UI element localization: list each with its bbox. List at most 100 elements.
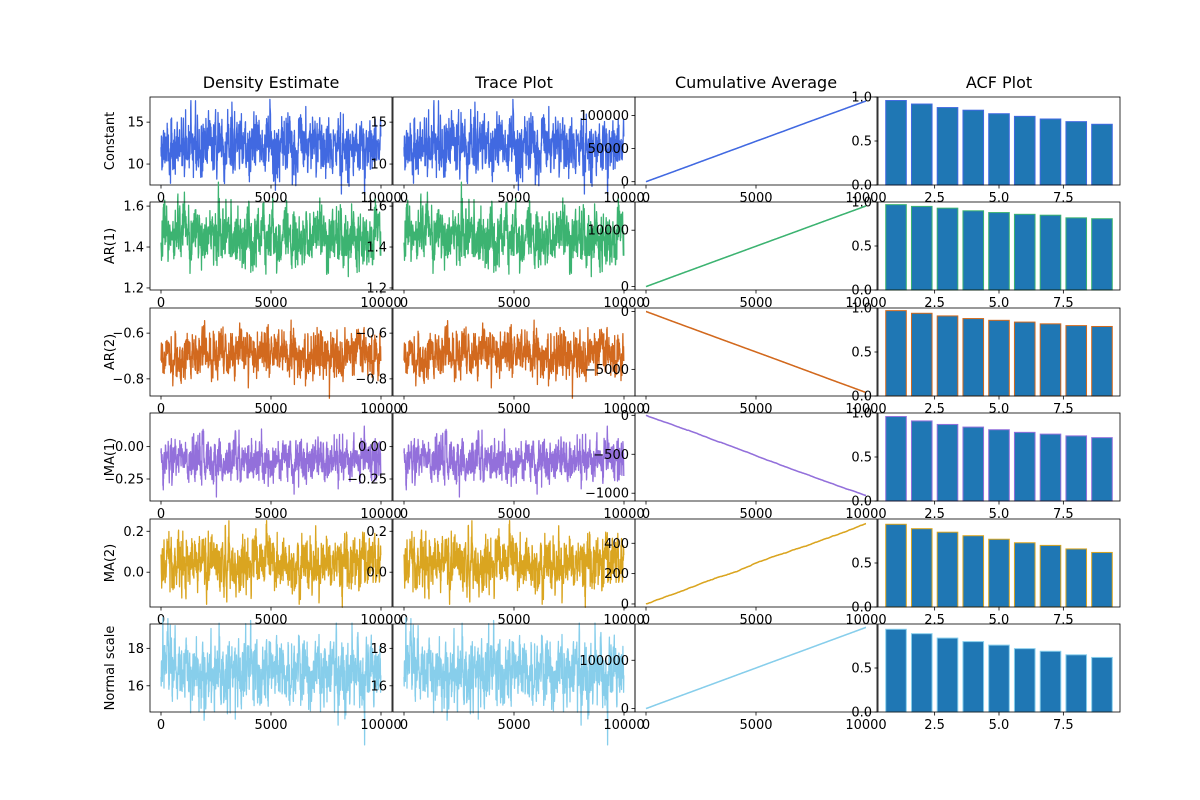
y-tick-label: −0.6 [355, 327, 387, 342]
y-tick-label: 50000 [588, 142, 629, 157]
x-tick-label: 0 [642, 613, 650, 628]
density-estimate-axes: 0 5000 10000 16 18 [127, 616, 402, 746]
trace-plot-axes: 0 5000 10000 16 18 [370, 616, 645, 746]
trace-line [403, 319, 625, 399]
x-tick-label: 10000 [603, 718, 644, 733]
row-label: Normal scale [103, 626, 118, 711]
x-tick-label: 0 [157, 718, 165, 733]
x-tick-label: 5000 [739, 613, 772, 628]
x-tick-label: 0 [642, 718, 650, 733]
y-tick-label: −1000 [585, 487, 629, 502]
x-tick-label: 0 [642, 507, 650, 522]
x-tick-label: 0 [157, 296, 165, 311]
x-tick-label: 10000 [360, 718, 401, 733]
x-tick-label: 7.5 [1053, 296, 1074, 311]
y-tick-label: 0 [621, 280, 629, 295]
acf-bar [936, 637, 959, 713]
acf-bar [1091, 123, 1113, 186]
x-tick-label: 5000 [739, 296, 772, 311]
y-tick-label: 1.6 [123, 200, 144, 215]
acf-bar [1013, 213, 1036, 291]
x-tick-label: 5000 [497, 718, 530, 733]
trace-line [160, 98, 382, 196]
y-tick-label: 10 [127, 158, 144, 173]
x-tick-label: 5000 [254, 613, 287, 628]
x-tick-label: 0 [642, 191, 650, 206]
x-tick-label: 0 [157, 191, 165, 206]
x-tick-label: 10000 [845, 296, 886, 311]
acf-bar [1013, 115, 1036, 186]
x-tick-label: 10000 [360, 507, 401, 522]
x-tick-label: 5.0 [989, 191, 1010, 206]
trace-line [160, 616, 382, 746]
acf-plot-axes: 2.5 5.0 7.5 0.0 0.5 1.0 [851, 91, 1121, 206]
y-tick-label: 1.2 [123, 281, 144, 296]
y-tick-label: 15 [127, 116, 144, 131]
density-estimate-axes: 0 5000 10000 0.0 0.2 [123, 518, 402, 628]
y-tick-label: 15 [370, 116, 387, 131]
x-tick-label: 0 [400, 296, 408, 311]
y-tick-label: 0 [621, 409, 629, 424]
acf-plot-axes: 2.5 5.0 7.5 0.0 0.5 1.0 [851, 302, 1121, 417]
x-tick-label: 5.0 [989, 613, 1010, 628]
x-tick-label: 10000 [603, 507, 644, 522]
acf-bar [885, 100, 907, 186]
y-tick-label: 10 [370, 158, 387, 173]
x-tick-label: 5.0 [989, 402, 1010, 417]
acf-bar [1013, 648, 1036, 713]
acf-bar [885, 523, 907, 608]
y-tick-label: 0.00 [115, 440, 144, 455]
acf-bar [1039, 214, 1062, 291]
y-tick-label: 0 [621, 305, 629, 320]
acf-bar [1065, 217, 1088, 291]
y-tick-label: 0.0 [851, 601, 872, 616]
acf-bar [1091, 656, 1113, 713]
trace-line [403, 425, 625, 498]
x-tick-label: 0 [400, 402, 408, 417]
y-tick-label: 0.5 [851, 451, 872, 466]
y-tick-label: 0.5 [851, 346, 872, 361]
x-tick-label: 7.5 [1053, 718, 1074, 733]
acf-bar [910, 420, 933, 502]
y-tick-label: 0.5 [851, 135, 872, 150]
acf-bar [962, 109, 985, 186]
x-tick-label: 7.5 [1053, 507, 1074, 522]
row-label: MA(2) [103, 544, 118, 583]
y-tick-label: 1.4 [123, 241, 144, 256]
cumulative-average-axes: 0 5000 10000 −1000 −500 0 [585, 409, 887, 522]
y-tick-label: 0.0 [851, 179, 872, 194]
y-tick-label: 0 [621, 597, 629, 612]
x-tick-label: 10000 [360, 296, 401, 311]
acf-bar [885, 204, 907, 291]
y-tick-label: 18 [370, 642, 387, 657]
x-tick-label: 10000 [603, 613, 644, 628]
y-tick-label: −0.8 [355, 372, 387, 387]
x-tick-label: 10000 [603, 191, 644, 206]
acf-bar [988, 319, 1010, 397]
acf-bar [962, 318, 985, 397]
trace-line [403, 616, 625, 746]
x-tick-label: 5000 [254, 191, 287, 206]
y-tick-label: 1.6 [366, 200, 387, 215]
y-tick-label: 0 [621, 702, 629, 717]
cumulative-line [645, 522, 867, 605]
cumulative-line [645, 414, 867, 497]
x-tick-label: 2.5 [924, 402, 945, 417]
density-estimate-axes: 0 5000 10000 −0.25 0.00 [104, 412, 402, 522]
acf-plot-axes: 2.5 5.0 7.5 0.0 0.5 [851, 518, 1121, 628]
x-tick-label: 10000 [360, 613, 401, 628]
x-tick-label: 5.0 [989, 507, 1010, 522]
acf-bar [962, 535, 985, 608]
acf-bar [1091, 551, 1113, 608]
row-label: AR(2) [103, 334, 118, 370]
x-tick-label: 2.5 [924, 296, 945, 311]
y-tick-label: −0.25 [347, 473, 387, 488]
acf-bar [1065, 121, 1088, 186]
y-tick-label: 1.0 [851, 407, 872, 422]
axes-frame [634, 412, 878, 502]
y-tick-label: 16 [127, 679, 144, 694]
acf-bar [962, 641, 985, 713]
acf-bar [936, 315, 959, 397]
acf-bar [1065, 548, 1088, 608]
